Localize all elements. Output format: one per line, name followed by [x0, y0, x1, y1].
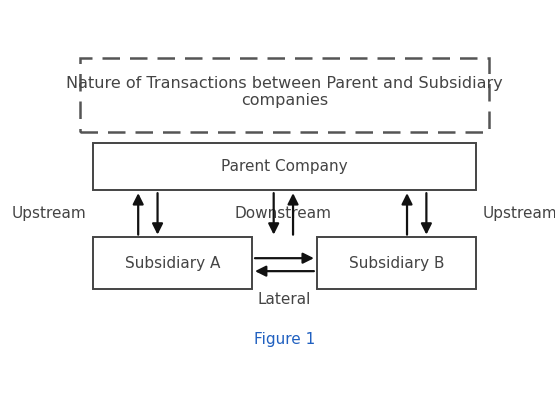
- Text: Figure 1: Figure 1: [254, 332, 315, 347]
- Text: companies: companies: [241, 93, 328, 109]
- Text: Lateral: Lateral: [258, 292, 311, 307]
- Text: Parent Company: Parent Company: [221, 159, 348, 174]
- FancyBboxPatch shape: [80, 58, 489, 132]
- FancyBboxPatch shape: [93, 143, 476, 190]
- Text: Subsidiary A: Subsidiary A: [125, 256, 220, 271]
- Text: Upstream: Upstream: [12, 206, 87, 222]
- Text: Nature of Transactions between Parent and Subsidiary: Nature of Transactions between Parent an…: [66, 76, 503, 91]
- FancyBboxPatch shape: [317, 237, 476, 289]
- FancyBboxPatch shape: [93, 237, 252, 289]
- Text: Subsidiary B: Subsidiary B: [349, 256, 444, 271]
- Text: Downstream: Downstream: [235, 206, 332, 222]
- Text: Upstream: Upstream: [482, 206, 555, 222]
